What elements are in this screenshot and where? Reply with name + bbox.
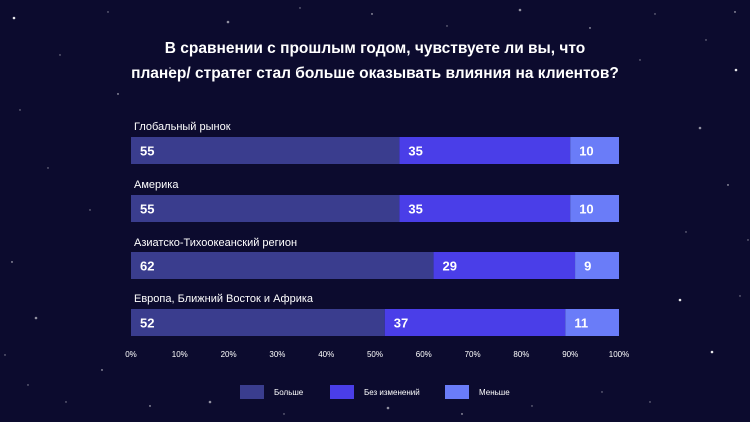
star (34, 316, 38, 320)
bar-america-unchanged (399, 195, 571, 222)
star (226, 20, 230, 24)
data-label-global-more: 55 (140, 144, 154, 159)
x-tick-label: 30% (269, 350, 285, 359)
x-tick-label: 50% (367, 350, 383, 359)
star (107, 11, 109, 13)
bar-apac-more (131, 252, 434, 279)
data-label-emea-unchanged: 37 (394, 316, 408, 331)
data-label-emea-more: 52 (140, 316, 154, 331)
star (19, 109, 21, 111)
bar-global-more (131, 137, 400, 164)
data-label-apac-unchanged: 29 (443, 259, 457, 274)
star (89, 209, 91, 211)
star (734, 68, 738, 72)
bar-emea-less (565, 309, 619, 336)
category-label-global: Глобальный рынок (134, 121, 231, 133)
star (169, 67, 171, 69)
star (47, 167, 49, 169)
star (208, 400, 212, 404)
data-label-global-less: 10 (579, 144, 593, 159)
legend-item-less: Меньше (445, 385, 510, 399)
legend-swatch-more (240, 385, 264, 399)
star (299, 7, 301, 9)
legend-label-less: Меньше (479, 387, 510, 397)
star (698, 126, 702, 130)
legend-label-unchanged: Без изменений (364, 387, 420, 397)
legend: Больше Без изменений Меньше (0, 385, 750, 401)
bar-apac-unchanged (433, 252, 576, 279)
x-tick-label: 90% (562, 350, 578, 359)
title-line-1: В сравнении с прошлым годом, чувствуете … (164, 40, 586, 57)
star (283, 413, 285, 415)
star (710, 350, 714, 354)
star (734, 11, 736, 13)
star (11, 261, 13, 263)
star (386, 406, 390, 410)
legend-item-more: Больше (240, 385, 303, 399)
legend-swatch-less (445, 385, 469, 399)
star (739, 295, 741, 297)
star (649, 401, 651, 403)
chart-title: В сравнении с прошлым годом, чувствуете … (0, 36, 750, 86)
star (371, 13, 373, 15)
x-tick-label: 40% (318, 350, 334, 359)
data-label-america-unchanged: 35 (408, 202, 422, 217)
star (4, 354, 6, 356)
bar-america-less (570, 195, 619, 222)
x-tick-label: 70% (465, 350, 481, 359)
x-tick-label: 20% (221, 350, 237, 359)
star (65, 401, 67, 403)
star (117, 93, 119, 95)
data-label-america-more: 55 (140, 202, 154, 217)
category-label-america: Америка (134, 179, 179, 191)
data-label-emea-less: 11 (574, 316, 588, 331)
star (461, 413, 463, 415)
bar-emea-more (131, 309, 385, 336)
star (446, 25, 448, 27)
star (12, 16, 16, 20)
legend-item-unchanged: Без изменений (330, 385, 420, 399)
bar-apac-less (575, 252, 619, 279)
data-label-global-unchanged: 35 (408, 144, 422, 159)
star (101, 369, 103, 371)
x-tick-label: 80% (513, 350, 529, 359)
star (589, 27, 591, 29)
star (639, 59, 641, 61)
star (59, 54, 61, 56)
data-label-america-less: 10 (579, 202, 593, 217)
star (654, 13, 656, 15)
bar-global-less (570, 137, 619, 164)
data-label-apac-less: 9 (584, 259, 591, 274)
bar-global-unchanged (399, 137, 571, 164)
x-tick-label: 10% (172, 350, 188, 359)
star (678, 298, 682, 302)
title-line-2: планер/ стратег стал больше оказывать вл… (131, 65, 619, 82)
data-label-apac-more: 62 (140, 259, 154, 274)
x-tick-label: 100% (609, 350, 629, 359)
star (601, 391, 603, 393)
star (727, 184, 729, 186)
star (27, 384, 29, 386)
legend-swatch-unchanged (330, 385, 354, 399)
bar-america-more (131, 195, 400, 222)
category-label-apac: Азиатско-Тихоокеанский регион (134, 237, 297, 249)
star (747, 239, 749, 241)
star (531, 405, 533, 407)
x-tick-label: 60% (416, 350, 432, 359)
legend-label-more: Больше (274, 387, 304, 397)
star (518, 8, 522, 12)
star (705, 39, 707, 41)
star (149, 405, 151, 407)
category-label-emea: Европа, Ближний Восток и Африка (134, 293, 314, 305)
bar-emea-unchanged (384, 309, 566, 336)
x-tick-label: 0% (125, 350, 137, 359)
star (685, 231, 687, 233)
